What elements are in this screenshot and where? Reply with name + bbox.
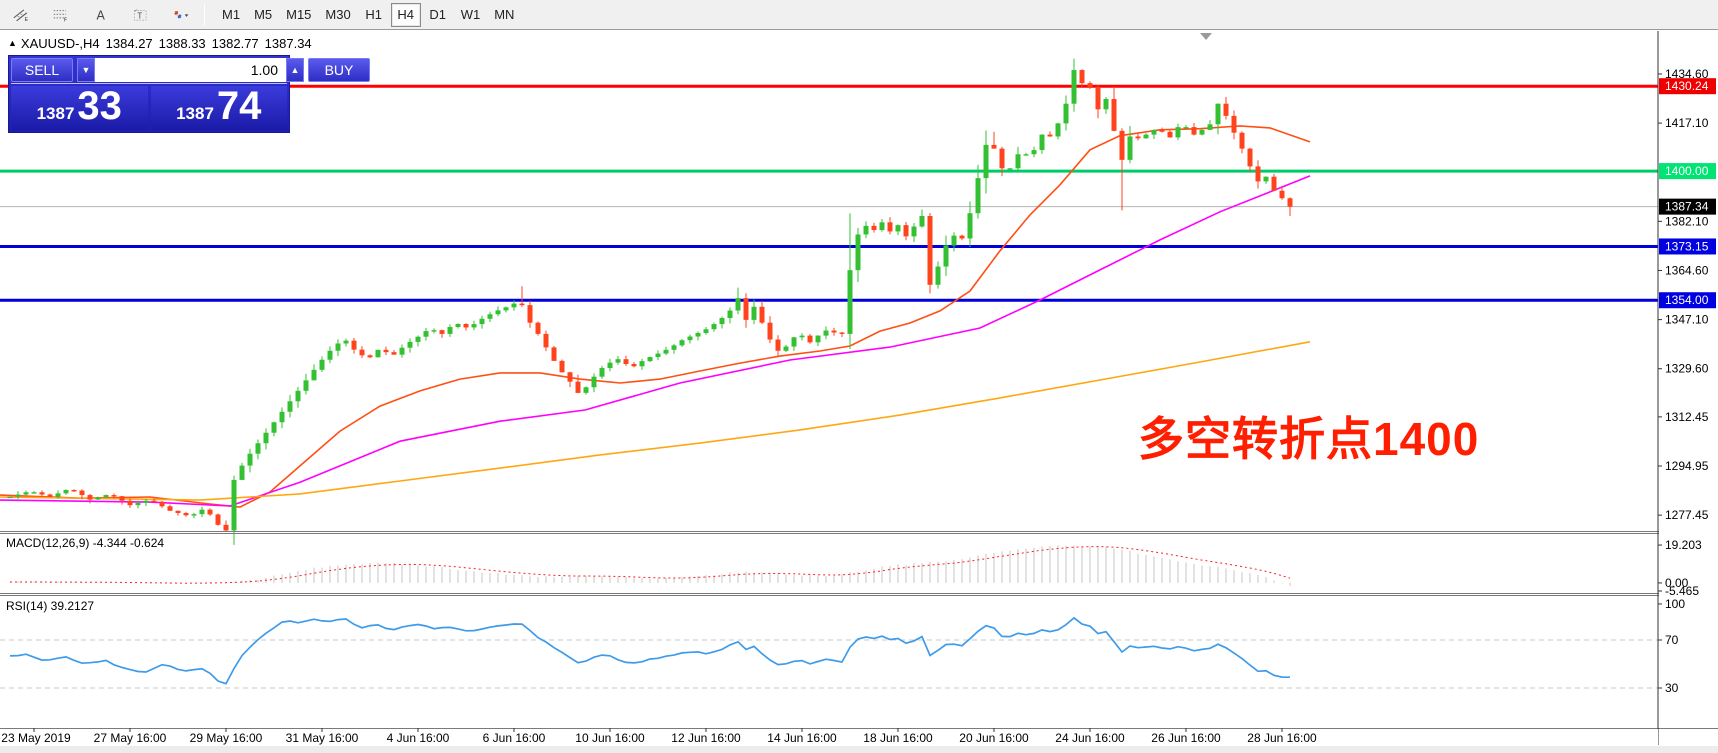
price-axis-label: 1364.60 <box>1665 263 1709 277</box>
time-axis-label: 6 Jun 16:00 <box>483 731 546 745</box>
price-axis-label: 1277.45 <box>1665 508 1709 522</box>
price-badge <box>1659 78 1716 95</box>
chart-annotation[interactable]: 多空转折点1400 <box>1138 413 1480 465</box>
price-axis-label: 1382.10 <box>1665 214 1709 228</box>
bid-price-pips: 33 <box>77 84 122 128</box>
volume-decrease-button[interactable]: ▼ <box>77 57 95 82</box>
buy-button[interactable]: BUY <box>308 57 370 82</box>
low-value: 1382.77 <box>211 36 259 51</box>
ma-slow-line <box>0 341 1311 501</box>
price-badge-label: 1400.00 <box>1665 164 1709 178</box>
rsi-axis-label: 100 <box>1665 597 1685 611</box>
price-axis-label: 1294.95 <box>1665 459 1709 473</box>
price-axis-label: 1434.60 <box>1665 67 1709 81</box>
time-axis-label: 10 Jun 16:00 <box>575 731 645 745</box>
chart-ohlc-header: ▲ XAUUSD-,H4 1384.27 1388.33 1382.77 1387.34 <box>8 36 318 51</box>
toolbar-separator <box>204 3 205 26</box>
toolbar: E F A T <box>0 0 1718 30</box>
time-axis-label: 20 Jun 16:00 <box>959 731 1029 745</box>
rsi-label: RSI(14) 39.2127 <box>6 599 94 613</box>
price-badge <box>1659 238 1716 255</box>
time-axis-label: 29 May 16:00 <box>190 731 263 745</box>
rsi-axis-label: 70 <box>1665 633 1679 647</box>
volume-increase-button[interactable]: ▲ <box>286 57 304 82</box>
rsi-pane <box>0 616 1658 689</box>
price-badge <box>1659 198 1716 215</box>
text-icon[interactable]: A <box>86 3 116 27</box>
timeframe-M15[interactable]: M15 <box>280 3 317 27</box>
macd-axis-label: 19.203 <box>1665 538 1702 552</box>
time-axis-label: 31 May 16:00 <box>286 731 359 745</box>
timeframe-W1[interactable]: W1 <box>455 3 487 27</box>
price-badge <box>1659 292 1716 309</box>
bid-price[interactable]: 1387 33 <box>11 86 148 130</box>
bid-price-main: 1387 <box>36 104 75 123</box>
symbol-label: XAUUSD-,H4 <box>20 36 100 51</box>
time-axis-label: 28 Jun 16:00 <box>1247 731 1317 745</box>
time-axis-label: 27 May 16:00 <box>94 731 167 745</box>
ask-price-main: 1387 <box>176 104 214 123</box>
time-axis-label: 24 Jun 16:00 <box>1055 731 1125 745</box>
rsi-axis-label: 30 <box>1665 681 1679 695</box>
timeframe-MN[interactable]: MN <box>488 3 520 27</box>
macd-axis-label: -5.465 <box>1665 584 1699 598</box>
close-value: 1387.34 <box>264 36 312 51</box>
timeframe-M5[interactable]: M5 <box>248 3 278 27</box>
price-axis-label: 1329.60 <box>1665 362 1709 376</box>
fibonacci-icon[interactable]: F <box>46 3 76 27</box>
timeframe-D1[interactable]: D1 <box>423 3 453 27</box>
macd-axis-label: 0.00 <box>1665 576 1689 590</box>
ma-fast-line <box>0 125 1311 508</box>
time-axis-label: 4 Jun 16:00 <box>387 731 450 745</box>
arrows-icon[interactable] <box>166 3 196 27</box>
window-bottom-strip <box>0 746 1718 753</box>
price-badge-label: 1354.00 <box>1665 293 1709 307</box>
equidistant-channel-icon[interactable]: E <box>6 3 36 27</box>
macd-pane <box>9 545 1291 586</box>
timeframe-H4[interactable]: H4 <box>390 2 421 27</box>
timeframe-M30[interactable]: M30 <box>319 3 356 27</box>
chart-area[interactable]: 1434.60 1417.10 1382.10 1364.60 1347.10 1329.… <box>0 31 1718 753</box>
time-axis-label: 18 Jun 16:00 <box>863 731 933 745</box>
collapse-triangle-icon[interactable]: ▲ <box>8 38 17 48</box>
timeframe-group: M1 M5 M15 M30 H1 H4 D1 W1 MN <box>215 2 521 27</box>
macd-signal-line <box>10 546 1291 584</box>
ask-price-pips: 74 <box>216 84 262 128</box>
one-click-trading-panel: SELL ▼ ▲ BUY 1387 33 1387 74 <box>8 55 370 133</box>
open-value: 1384.27 <box>105 36 153 51</box>
time-axis-label: 26 Jun 16:00 <box>1151 731 1221 745</box>
svg-text:T: T <box>137 11 142 20</box>
trade-panel-prices: 1387 33 1387 74 <box>11 86 287 130</box>
timeframe-H1[interactable]: H1 <box>359 3 389 27</box>
ask-price[interactable]: 1387 74 <box>150 84 287 130</box>
chart-shift-marker <box>1200 33 1212 40</box>
price-badge-label: 1387.34 <box>1665 200 1709 214</box>
price-badge-label: 1430.24 <box>1665 79 1709 93</box>
timeframe-M1[interactable]: M1 <box>216 3 246 27</box>
svg-text:A: A <box>97 8 106 22</box>
svg-text:E: E <box>25 16 29 22</box>
ma-mid-line <box>0 175 1311 507</box>
time-axis-label: 12 Jun 16:00 <box>671 731 741 745</box>
price-axis-label: 1312.45 <box>1665 410 1709 424</box>
volume-input[interactable] <box>95 57 286 82</box>
price-axis[interactable] <box>1659 31 1718 728</box>
price-badge-label: 1373.15 <box>1665 239 1709 253</box>
time-axis-label: 23 May 2019 <box>1 731 71 745</box>
high-value: 1388.33 <box>158 36 206 51</box>
trade-panel-top-row: SELL ▼ ▲ BUY <box>11 57 370 84</box>
rsi-line <box>9 616 1291 685</box>
sell-button[interactable]: SELL <box>11 57 73 82</box>
svg-text:F: F <box>64 17 67 23</box>
macd-label: MACD(12,26,9) -4.344 -0.624 <box>6 536 164 550</box>
drawing-tools-group: E F A T <box>6 3 196 27</box>
price-axis-label: 1347.10 <box>1665 313 1709 327</box>
time-axis[interactable] <box>0 729 1658 746</box>
volume-spinner: ▼ ▲ <box>77 57 304 82</box>
price-axis-label: 1417.10 <box>1665 116 1709 130</box>
price-badge <box>1659 163 1716 180</box>
text-label-icon[interactable]: T <box>126 3 156 27</box>
time-axis-label: 14 Jun 16:00 <box>767 731 837 745</box>
